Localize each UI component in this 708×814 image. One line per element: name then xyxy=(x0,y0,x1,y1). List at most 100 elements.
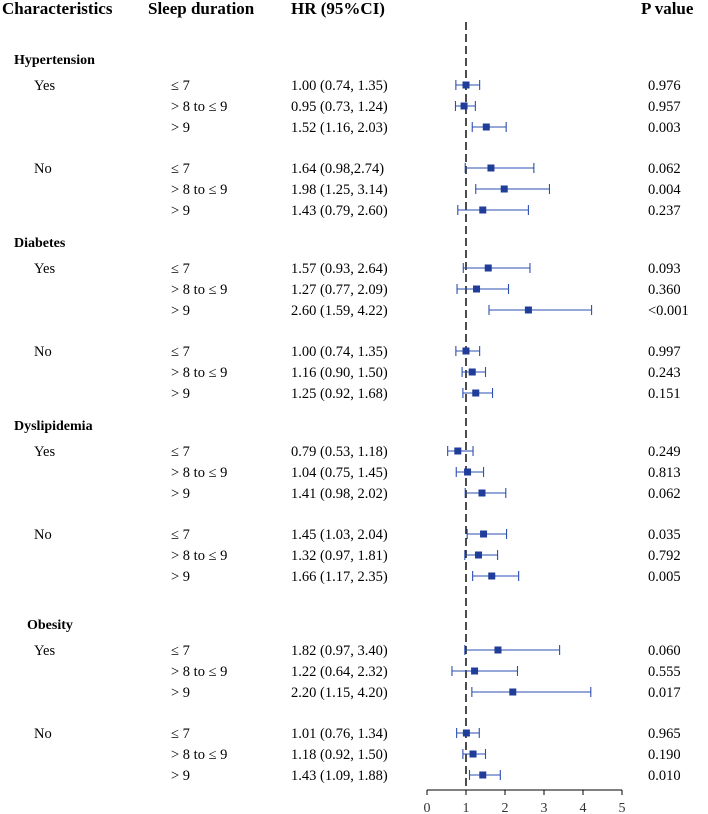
subgroup-label: Yes xyxy=(34,78,55,94)
x-tick-label: 5 xyxy=(619,801,626,814)
p-value-cell: 0.813 xyxy=(648,465,681,481)
sleep-duration-cell: ≤ 7 xyxy=(171,527,190,543)
p-value-cell: 0.792 xyxy=(648,548,681,564)
p-value-cell: 0.997 xyxy=(648,344,681,360)
hr-ci-cell: 1.43 (0.79, 2.60) xyxy=(291,203,388,219)
hr-point xyxy=(482,123,490,131)
sleep-duration-cell: ≤ 7 xyxy=(171,726,190,742)
group-title-hypertension: Hypertension xyxy=(14,53,95,68)
hr-point xyxy=(479,771,487,779)
hr-point xyxy=(480,530,488,538)
sleep-duration-cell: ≤ 7 xyxy=(171,444,190,460)
x-tick-label: 0 xyxy=(424,801,431,814)
hr-ci-cell: 1.25 (0.92, 1.68) xyxy=(291,386,388,402)
hr-ci-cell: 2.20 (1.15, 4.20) xyxy=(291,685,388,701)
sleep-duration-cell: > 9 xyxy=(171,386,190,402)
p-value-cell: 0.243 xyxy=(648,365,681,381)
hr-point xyxy=(462,347,470,355)
hr-ci-cell: 1.04 (0.75, 1.45) xyxy=(291,465,388,481)
hr-point xyxy=(464,468,472,476)
hr-ci-cell: 1.66 (1.17, 2.35) xyxy=(291,569,388,585)
hr-point xyxy=(479,206,487,214)
p-value-cell: 0.190 xyxy=(648,747,681,763)
header-characteristics: Characteristics xyxy=(2,0,113,18)
subgroup-label: No xyxy=(34,344,52,360)
hr-point xyxy=(472,389,480,397)
group-title-obesity: Obesity xyxy=(27,618,73,633)
header-p-value: P value xyxy=(641,0,694,18)
p-value-cell: 0.360 xyxy=(648,282,681,298)
sleep-duration-cell: > 9 xyxy=(171,120,190,136)
header-sleep-duration: Sleep duration xyxy=(148,0,255,18)
p-value-cell: 0.010 xyxy=(648,768,681,784)
p-value-cell: 0.093 xyxy=(648,261,681,277)
subgroup-label: No xyxy=(34,161,52,177)
p-value-cell: 0.555 xyxy=(648,664,681,680)
subgroup-label: Yes xyxy=(34,444,55,460)
p-value-cell: 0.017 xyxy=(648,685,681,701)
p-value-cell: 0.976 xyxy=(648,78,681,94)
hr-ci-cell: 1.01 (0.76, 1.34) xyxy=(291,726,388,742)
hr-point xyxy=(469,750,477,758)
sleep-duration-cell: > 9 xyxy=(171,486,190,502)
subgroup-label: Yes xyxy=(34,261,55,277)
sleep-duration-cell: > 8 to ≤ 9 xyxy=(171,465,227,481)
hr-ci-cell: 1.27 (0.77, 2.09) xyxy=(291,282,388,298)
hr-point xyxy=(487,164,495,172)
hr-ci-cell: 1.22 (0.64, 2.32) xyxy=(291,664,388,680)
sleep-duration-cell: > 9 xyxy=(171,203,190,219)
subgroup-label: Yes xyxy=(34,643,55,659)
p-value-cell: 0.062 xyxy=(648,161,681,177)
group-title-dyslipidemia: Dyslipidemia xyxy=(14,419,93,434)
hr-ci-cell: 1.16 (0.90, 1.50) xyxy=(291,365,388,381)
hr-point xyxy=(500,185,508,193)
p-value-cell: <0.001 xyxy=(648,303,689,319)
p-value-cell: 0.957 xyxy=(648,99,681,115)
hr-ci-cell: 1.64 (0.98,2.74) xyxy=(291,161,384,177)
sleep-duration-cell: > 8 to ≤ 9 xyxy=(171,548,227,564)
sleep-duration-cell: ≤ 7 xyxy=(171,261,190,277)
x-tick-label: 1 xyxy=(463,801,470,814)
p-value-cell: 0.151 xyxy=(648,386,681,402)
sleep-duration-cell: > 8 to ≤ 9 xyxy=(171,747,227,763)
hr-ci-cell: 1.18 (0.92, 1.50) xyxy=(291,747,388,763)
subgroup-label: No xyxy=(34,726,52,742)
hr-ci-cell: 1.57 (0.93, 2.64) xyxy=(291,261,388,277)
p-value-cell: 0.005 xyxy=(648,569,681,585)
sleep-duration-cell: > 9 xyxy=(171,768,190,784)
hr-ci-cell: 0.95 (0.73, 1.24) xyxy=(291,99,388,115)
sleep-duration-cell: > 9 xyxy=(171,685,190,701)
hr-point xyxy=(524,306,532,314)
sleep-duration-cell: ≤ 7 xyxy=(171,161,190,177)
sleep-duration-cell: > 8 to ≤ 9 xyxy=(171,182,227,198)
hr-ci-cell: 1.82 (0.97, 3.40) xyxy=(291,643,388,659)
hr-ci-cell: 1.43 (1.09, 1.88) xyxy=(291,768,388,784)
hr-ci-cell: 1.32 (0.97, 1.81) xyxy=(291,548,388,564)
sleep-duration-cell: > 8 to ≤ 9 xyxy=(171,282,227,298)
x-tick-label: 3 xyxy=(541,801,548,814)
hr-point xyxy=(462,81,470,89)
sleep-duration-cell: > 9 xyxy=(171,303,190,319)
sleep-duration-cell: ≤ 7 xyxy=(171,643,190,659)
hr-point xyxy=(460,102,468,110)
sleep-duration-cell: ≤ 7 xyxy=(171,78,190,94)
sleep-duration-cell: ≤ 7 xyxy=(171,344,190,360)
hr-ci-cell: 1.41 (0.98, 2.02) xyxy=(291,486,388,502)
group-title-diabetes: Diabetes xyxy=(14,236,66,251)
hr-point xyxy=(471,667,479,675)
hr-point xyxy=(509,688,517,696)
hr-point xyxy=(468,368,476,376)
sleep-duration-cell: > 9 xyxy=(171,569,190,585)
header-hr-95ci: HR (95%CI) xyxy=(291,0,385,18)
hr-point xyxy=(484,264,492,272)
subgroup-label: No xyxy=(34,527,52,543)
hr-ci-cell: 1.00 (0.74, 1.35) xyxy=(291,344,388,360)
hr-ci-cell: 0.79 (0.53, 1.18) xyxy=(291,444,388,460)
sleep-duration-cell: > 8 to ≤ 9 xyxy=(171,99,227,115)
p-value-cell: 0.249 xyxy=(648,444,681,460)
hr-ci-cell: 1.52 (1.16, 2.03) xyxy=(291,120,388,136)
sleep-duration-cell: > 8 to ≤ 9 xyxy=(171,664,227,680)
hr-ci-cell: 1.45 (1.03, 2.04) xyxy=(291,527,388,543)
x-tick-label: 2 xyxy=(502,801,509,814)
